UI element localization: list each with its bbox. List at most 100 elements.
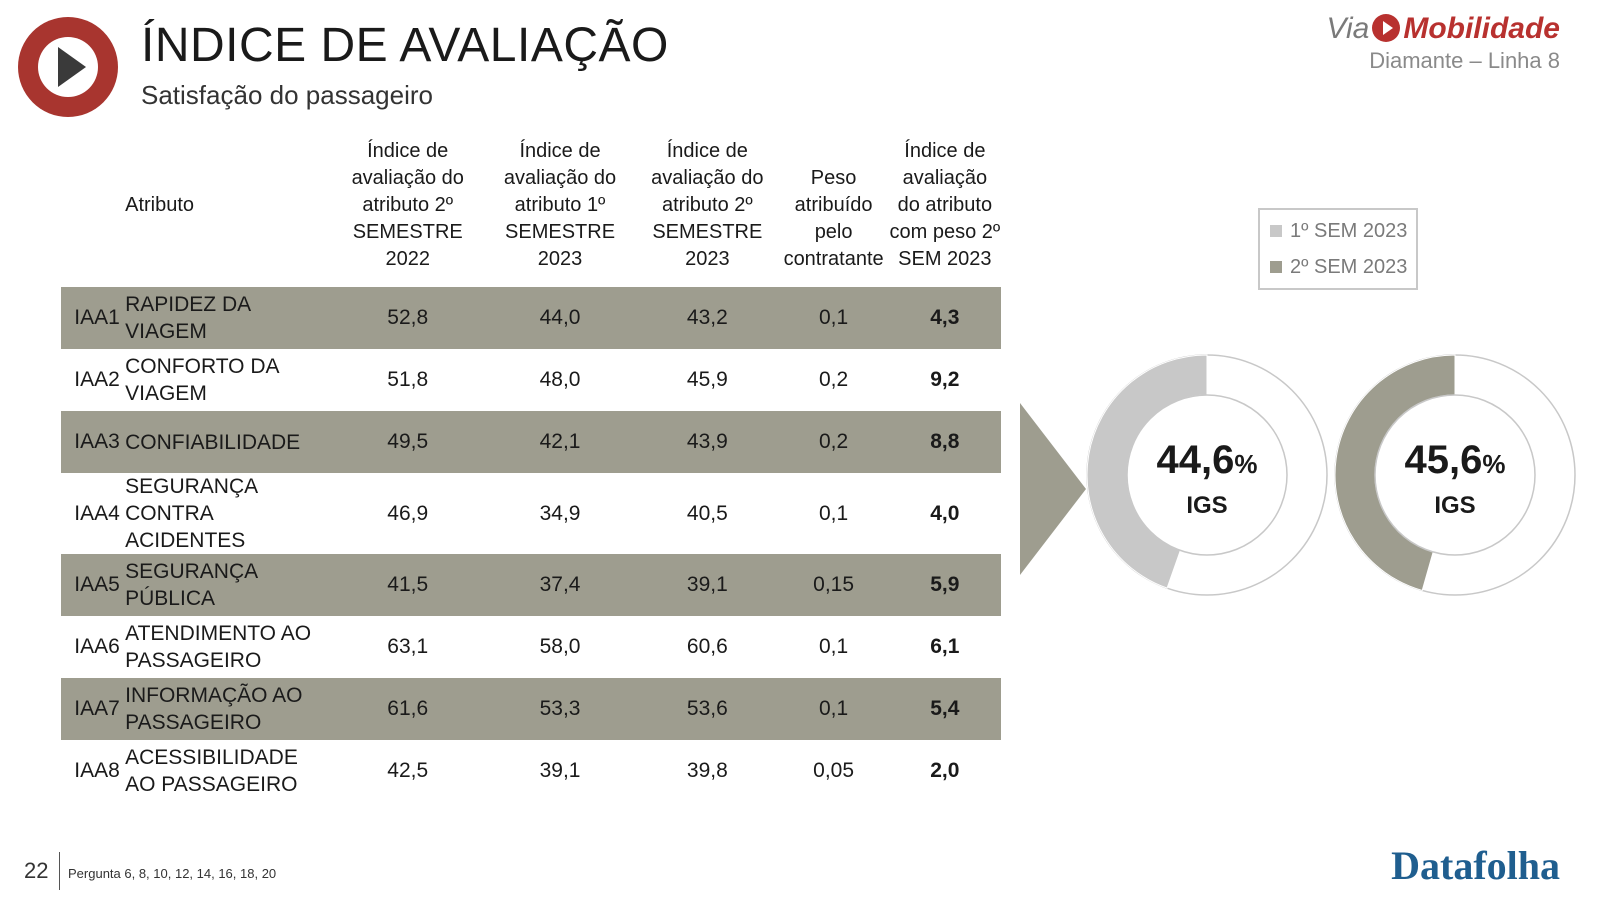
legend-label-2: 2º SEM 2023 bbox=[1290, 256, 1408, 278]
header-col5: Índice de avaliação do atributo com peso… bbox=[889, 140, 1001, 270]
row-peso: 0,2 bbox=[778, 411, 889, 473]
row-name: CONFORTO DA VIAGEM bbox=[125, 355, 279, 405]
row-peso: 0,1 bbox=[819, 501, 849, 525]
play-icon bbox=[18, 17, 118, 117]
row-v1: 42,5 bbox=[387, 759, 429, 782]
table-row: IAA1 RAPIDEZ DA VIAGEM 52,8 44,0 43,2 0,… bbox=[61, 287, 1001, 349]
donut-caption: IGS bbox=[1434, 492, 1475, 519]
row-v1: 63,1 bbox=[387, 635, 429, 658]
row-code: IAA8 bbox=[74, 759, 120, 782]
row-code: IAA4 bbox=[74, 501, 120, 525]
row-v3: 53,6 bbox=[636, 678, 779, 740]
row-v2: 37,4 bbox=[483, 554, 637, 616]
row-v1: 46,9 bbox=[387, 501, 429, 525]
table-row: IAA4 SEGURANÇA CONTRA ACIDENTES 46,9 34,… bbox=[61, 473, 1001, 554]
row-v2: 53,3 bbox=[483, 678, 637, 740]
header-col3: Índice de avaliação do atributo 2º SEMES… bbox=[651, 140, 764, 270]
brand-line: Diamante – Linha 8 bbox=[1369, 48, 1560, 73]
page-title: ÍNDICE DE AVALIAÇÃO bbox=[141, 19, 669, 72]
donut-hole bbox=[1126, 394, 1288, 556]
row-peso: 0,2 bbox=[819, 368, 849, 391]
table-row: IAA5 SEGURANÇA PÚBLICA 41,5 37,4 39,1 0,… bbox=[61, 554, 1001, 616]
row-code: IAA2 bbox=[74, 368, 120, 391]
donut-hole bbox=[1374, 394, 1536, 556]
donut-2: 45,6% IGS bbox=[1334, 354, 1576, 596]
igs-donut-charts: 44,6% IGS 45,6% IGS bbox=[1086, 354, 1576, 596]
legend-item-2: 2º SEM 2023 bbox=[1270, 256, 1407, 279]
row-name: ACESSIBILIDADE AO PASSAGEIRO bbox=[125, 746, 298, 796]
donut-value-label: 44,6% bbox=[1157, 438, 1258, 482]
legend-item-1: 1º SEM 2023 bbox=[1270, 220, 1407, 243]
row-v2: 58,0 bbox=[539, 635, 581, 658]
donut-value-label: 45,6% bbox=[1405, 438, 1506, 482]
row-v2: 48,0 bbox=[539, 368, 581, 391]
row-v3: 43,9 bbox=[636, 411, 779, 473]
brand-via: Via bbox=[1326, 12, 1370, 45]
row-v3: 43,2 bbox=[636, 287, 779, 349]
row-name: CONFIABILIDADE bbox=[125, 411, 332, 473]
row-final: 5,4 bbox=[888, 678, 1001, 740]
row-name: RAPIDEZ DA VIAGEM bbox=[125, 287, 332, 349]
row-v3: 60,6 bbox=[686, 635, 728, 658]
row-peso: 0,1 bbox=[778, 287, 889, 349]
row-name: INFORMAÇÃO AO PASSAGEIRO bbox=[125, 678, 332, 740]
brand-logo: Via Mobilidade Diamante – Linha 8 bbox=[1327, 12, 1561, 74]
row-v3: 39,1 bbox=[636, 554, 779, 616]
row-v1: 51,8 bbox=[387, 368, 429, 391]
legend-swatch-1 bbox=[1270, 225, 1282, 237]
row-code: IAA1 bbox=[61, 287, 126, 349]
table-header-row: Atributo Índice de avaliação do atributo… bbox=[61, 138, 1001, 287]
table-row: IAA3 CONFIABILIDADE 49,5 42,1 43,9 0,2 8… bbox=[61, 411, 1001, 473]
legend-label-1: 1º SEM 2023 bbox=[1290, 220, 1408, 242]
table-row: IAA8 ACESSIBILIDADE AO PASSAGEIRO 42,5 3… bbox=[61, 740, 1001, 802]
row-final: 8,8 bbox=[888, 411, 1001, 473]
footer-divider bbox=[59, 852, 60, 890]
row-v3: 40,5 bbox=[686, 501, 728, 525]
donut-caption: IGS bbox=[1186, 492, 1227, 519]
attributes-table: Atributo Índice de avaliação do atributo… bbox=[61, 138, 1001, 802]
row-v2: 39,1 bbox=[539, 759, 581, 782]
brand-play-icon bbox=[1372, 14, 1401, 42]
row-v1: 61,6 bbox=[331, 678, 484, 740]
row-peso: 0,1 bbox=[778, 678, 889, 740]
table-row: IAA2 CONFORTO DA VIAGEM 51,8 48,0 45,9 0… bbox=[61, 349, 1001, 411]
row-code: IAA5 bbox=[61, 554, 126, 616]
row-v1: 49,5 bbox=[331, 411, 484, 473]
row-v2: 34,9 bbox=[539, 501, 581, 525]
row-name: ATENDIMENTO AO PASSAGEIRO bbox=[125, 622, 312, 672]
table-row: IAA7 INFORMAÇÃO AO PASSAGEIRO 61,6 53,3 … bbox=[61, 678, 1001, 740]
row-code: IAA6 bbox=[74, 635, 120, 658]
legend-swatch-2 bbox=[1270, 261, 1282, 273]
donut-1: 44,6% IGS bbox=[1086, 354, 1328, 596]
header-atributo: Atributo bbox=[125, 194, 195, 216]
row-name: SEGURANÇA PÚBLICA bbox=[125, 554, 332, 616]
row-peso: 0,15 bbox=[778, 554, 889, 616]
row-final: 4,0 bbox=[930, 501, 960, 525]
row-code: IAA7 bbox=[61, 678, 126, 740]
row-final: 2,0 bbox=[930, 759, 960, 782]
header-col1: Índice de avaliação do atributo 2º SEMES… bbox=[351, 140, 464, 270]
header-code bbox=[61, 138, 125, 287]
row-final: 9,2 bbox=[930, 368, 960, 391]
row-final: 5,9 bbox=[888, 554, 1001, 616]
page-subtitle: Satisfação do passageiro bbox=[141, 80, 433, 110]
row-peso: 0,1 bbox=[819, 635, 849, 658]
row-v1: 52,8 bbox=[331, 287, 484, 349]
row-peso: 0,05 bbox=[813, 759, 855, 782]
chart-legend: 1º SEM 2023 2º SEM 2023 bbox=[1258, 208, 1418, 290]
row-v1: 41,5 bbox=[331, 554, 484, 616]
row-name: SEGURANÇA CONTRA ACIDENTES bbox=[125, 475, 257, 552]
arrow-right-icon bbox=[1020, 403, 1086, 575]
row-v3: 45,9 bbox=[686, 368, 728, 391]
row-v2: 44,0 bbox=[483, 287, 637, 349]
row-final: 4,3 bbox=[888, 287, 1001, 349]
table-row: IAA6 ATENDIMENTO AO PASSAGEIRO 63,1 58,0… bbox=[61, 616, 1001, 678]
page-number: 22 bbox=[24, 858, 49, 883]
row-v2: 42,1 bbox=[483, 411, 637, 473]
brand-mobilidade: Mobilidade bbox=[1403, 12, 1560, 45]
datafolha-logo: Datafolha bbox=[1391, 843, 1560, 888]
row-v3: 39,8 bbox=[686, 759, 728, 782]
header-col4: Peso atribuído pelo contratante bbox=[783, 167, 884, 270]
row-final: 6,1 bbox=[930, 635, 960, 658]
row-code: IAA3 bbox=[61, 411, 126, 473]
